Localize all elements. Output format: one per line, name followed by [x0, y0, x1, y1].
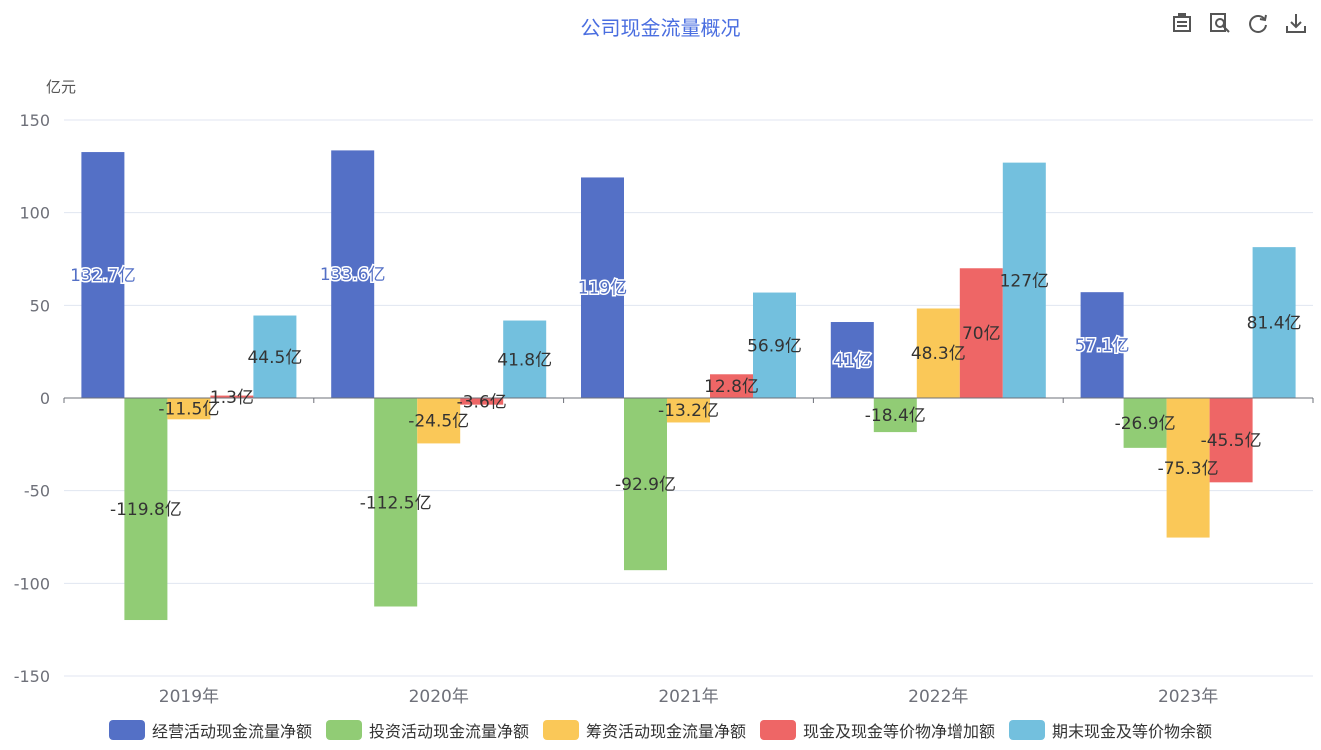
- bar-2: [124, 398, 168, 621]
- data-label: 12.8亿: [704, 377, 759, 397]
- data-label: -11.5亿: [158, 400, 219, 420]
- bar-1: [81, 152, 125, 398]
- bar-1: [331, 150, 375, 398]
- x-tick-label: 2019年: [159, 687, 219, 707]
- y-tick-label: -50: [24, 482, 50, 501]
- data-label: 70亿: [962, 324, 1001, 344]
- y-axis-unit: 亿元: [46, 78, 77, 96]
- legend-swatch: [325, 720, 362, 740]
- bar-3: [1166, 398, 1210, 538]
- data-label: -26.9亿: [1115, 414, 1176, 434]
- x-tick-label: 2020年: [409, 687, 469, 707]
- bar-2: [1123, 398, 1167, 448]
- bar-5: [253, 315, 297, 398]
- bar-3: [667, 398, 710, 423]
- legend-label: 投资活动现金流量净额: [368, 722, 529, 741]
- magnify-icon[interactable]: [1205, 8, 1235, 38]
- download-icon[interactable]: [1281, 8, 1311, 38]
- bar-3: [167, 398, 211, 420]
- data-label: -18.4亿: [865, 406, 926, 426]
- bar-1: [830, 322, 874, 398]
- bar-4: [959, 268, 1003, 398]
- x-tick-label: 2023年: [1158, 687, 1218, 707]
- legend-item[interactable]: 筹资活动现金流量净额: [542, 718, 746, 742]
- data-label: 133.6亿: [320, 265, 386, 285]
- legend-item[interactable]: 期末现金及等价物余额: [1009, 718, 1212, 742]
- bar-3: [417, 398, 461, 444]
- y-tick-label: -150: [14, 667, 50, 686]
- bar-5: [1252, 247, 1296, 398]
- data-label: -119.8亿: [110, 500, 182, 520]
- bar-1: [581, 177, 624, 398]
- toolbox: [1167, 8, 1311, 38]
- legend-label: 经营活动现金流量净额: [151, 722, 312, 741]
- legend-label: 期末现金及等价物余额: [1052, 722, 1213, 741]
- bar-2: [624, 398, 667, 571]
- legend-label: 现金及现金等价物净增加额: [803, 722, 996, 741]
- legend-label: 筹资活动现金流量净额: [585, 722, 746, 741]
- data-label: -45.5亿: [1201, 431, 1262, 451]
- bar-4: [710, 374, 753, 398]
- data-view-icon[interactable]: [1167, 8, 1197, 38]
- data-label: 56.9亿: [747, 336, 802, 356]
- legend-swatch: [760, 720, 796, 740]
- data-label: 41亿: [833, 351, 872, 371]
- data-label: -92.9亿: [615, 475, 676, 495]
- data-label: 1.3亿: [210, 388, 254, 408]
- data-label: 44.5亿: [247, 348, 302, 368]
- y-tick-label: 0: [40, 389, 50, 408]
- y-tick-label: 150: [19, 111, 50, 130]
- data-label: 119亿: [578, 279, 627, 299]
- bar-chart: 150 100 50 0 -50 -100 -150 2019年 2020年 2021年 2022年…: [14, 111, 1314, 707]
- data-label: 132.7亿: [70, 266, 136, 286]
- data-label: 41.8亿: [497, 350, 552, 370]
- bar-1: [1080, 292, 1124, 398]
- data-label: -112.5亿: [360, 493, 432, 513]
- legend-swatch: [108, 720, 145, 740]
- legend-swatch: [542, 720, 579, 740]
- bar-4: [1209, 398, 1253, 483]
- y-tick-label: 50: [30, 296, 50, 315]
- bar-3: [916, 308, 960, 398]
- data-label: 57.1亿: [1075, 336, 1130, 356]
- legend-item[interactable]: 现金及现金等价物净增加额: [760, 718, 995, 742]
- y-tick-label: -100: [14, 574, 50, 593]
- data-label: 48.3亿: [911, 344, 966, 364]
- y-tick-label: 100: [19, 204, 50, 223]
- bar-2: [374, 398, 418, 607]
- legend-item[interactable]: 经营活动现金流量净额: [108, 718, 312, 742]
- refresh-icon[interactable]: [1243, 8, 1273, 38]
- bar-5: [1002, 162, 1046, 398]
- legend-swatch: [1009, 720, 1046, 740]
- bar-4: [460, 398, 504, 405]
- data-label: -75.3亿: [1158, 459, 1219, 479]
- bar-4: [210, 395, 254, 398]
- legend: 经营活动现金流量净额 投资活动现金流量净额 筹资活动现金流量净额 现金及现金等价物净增…: [0, 718, 1321, 742]
- data-label: 127亿: [1000, 271, 1049, 291]
- data-label: -24.5亿: [408, 412, 469, 432]
- bar-5: [503, 320, 547, 398]
- data-label: -13.2亿: [658, 401, 719, 421]
- data-label: 81.4亿: [1247, 314, 1302, 334]
- x-tick-label: 2021年: [658, 687, 718, 707]
- bar-2: [873, 398, 917, 433]
- data-label: -3.6亿: [457, 392, 507, 412]
- bar-5: [753, 292, 796, 398]
- x-tick-label: 2022年: [908, 687, 968, 707]
- legend-item[interactable]: 投资活动现金流量净额: [325, 718, 529, 742]
- chart-title: 公司现金流量概况: [580, 16, 741, 40]
